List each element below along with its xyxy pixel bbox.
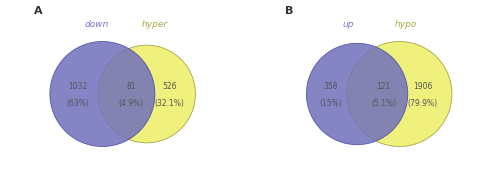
Text: hyper: hyper <box>142 20 168 29</box>
Text: (15%): (15%) <box>319 99 342 108</box>
Text: (4.9%): (4.9%) <box>118 99 144 108</box>
Text: (5.1%): (5.1%) <box>371 99 396 108</box>
Text: 121: 121 <box>376 82 391 91</box>
Text: hypo: hypo <box>394 20 417 29</box>
Circle shape <box>50 42 155 146</box>
Text: (79.9%): (79.9%) <box>408 99 438 108</box>
Text: 358: 358 <box>323 82 338 91</box>
Text: 1032: 1032 <box>68 82 87 91</box>
Text: B: B <box>285 6 294 16</box>
Text: down: down <box>84 20 109 29</box>
Circle shape <box>306 43 408 145</box>
Text: up: up <box>342 20 353 29</box>
Text: (32.1%): (32.1%) <box>154 99 184 108</box>
Text: 526: 526 <box>162 82 177 91</box>
Text: A: A <box>34 6 43 16</box>
Text: 81: 81 <box>126 82 136 91</box>
Circle shape <box>98 45 196 143</box>
Text: (63%): (63%) <box>66 99 89 108</box>
Circle shape <box>347 42 452 146</box>
Text: 1906: 1906 <box>413 82 432 91</box>
